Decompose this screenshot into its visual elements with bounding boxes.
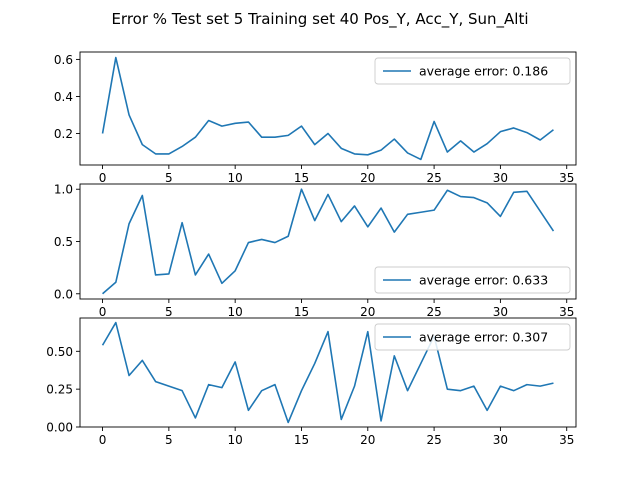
x-tick-label: 0 xyxy=(99,305,107,319)
axes-frame xyxy=(79,317,577,428)
x-tick-label: 30 xyxy=(493,433,508,447)
x-tick-label: 15 xyxy=(294,433,309,447)
legend-label: average error: 0.307 xyxy=(419,330,548,345)
x-tick-label: 10 xyxy=(228,433,243,447)
y-tick-label: 1.0 xyxy=(54,183,73,197)
subplot-acceleration-error: 0 5 10 15 20 25 30 35 0.0 0.5 1.0 average error: 0.… xyxy=(54,183,577,319)
legend-box xyxy=(374,266,571,294)
x-tick-label: 20 xyxy=(360,171,375,185)
axes-frame xyxy=(79,51,577,166)
y-tick-label: 0.00 xyxy=(46,421,73,435)
y-tick-label: 0.5 xyxy=(54,235,73,249)
figure-title: Error % Test set 5 Training set 40 Pos_Y… xyxy=(111,10,528,29)
x-tick-label: 25 xyxy=(426,305,441,319)
x-tick-label: 25 xyxy=(426,433,441,447)
x-tick-label: 30 xyxy=(493,305,508,319)
subplot-position-error: 0 5 10 15 20 25 30 35 0.2 0.4 0.6 average error: 0.… xyxy=(54,51,577,185)
series-line xyxy=(101,321,554,424)
x-tick-label: 10 xyxy=(228,171,243,185)
x-tick-label: 25 xyxy=(426,171,441,185)
legend: average error: 0.186 xyxy=(374,57,571,85)
y-tick-label: 0.2 xyxy=(54,127,73,141)
x-tick-label: 15 xyxy=(294,171,309,185)
x-tick-label: 20 xyxy=(360,305,375,319)
legend-box xyxy=(374,57,571,85)
x-tick-label: 35 xyxy=(559,171,574,185)
x-tick-label: 15 xyxy=(294,305,309,319)
y-tick-label: 0.25 xyxy=(46,383,73,397)
x-tick-label: 0 xyxy=(99,171,107,185)
y-tick-label: 0.50 xyxy=(46,345,73,359)
x-tick-label: 5 xyxy=(165,433,173,447)
x-tick-label: 35 xyxy=(559,305,574,319)
series-line xyxy=(102,188,555,295)
series-line xyxy=(101,56,554,161)
x-tick-label: 10 xyxy=(228,305,243,319)
y-tick-label: 0.4 xyxy=(54,90,73,104)
legend: average error: 0.633 xyxy=(374,266,571,294)
y-tick-label: 0.6 xyxy=(54,53,73,67)
x-tick-label: 35 xyxy=(559,433,574,447)
y-tick-label: 0.0 xyxy=(54,287,73,301)
x-tick-label: 20 xyxy=(360,433,375,447)
legend: average error: 0.307 xyxy=(374,323,571,351)
legend-label: average error: 0.633 xyxy=(419,273,548,288)
x-tick-label: 5 xyxy=(165,305,173,319)
x-tick-label: 5 xyxy=(165,171,173,185)
x-tick-label: 0 xyxy=(99,433,107,447)
legend-label: average error: 0.186 xyxy=(419,64,548,79)
x-tick-label: 30 xyxy=(493,171,508,185)
legend-box xyxy=(374,323,571,351)
subplot-sun-altitude-error: 0 5 10 15 20 25 30 35 0.00 0.25 0.50 average error:… xyxy=(46,317,577,447)
